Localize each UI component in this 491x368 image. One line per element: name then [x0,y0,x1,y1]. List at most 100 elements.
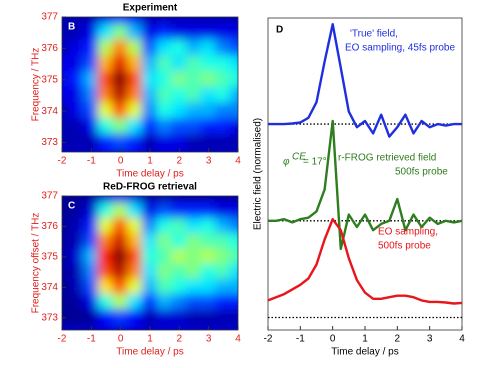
heatmap-cell [127,17,144,26]
heatmap-cell [97,263,115,281]
heatmap-cell [185,293,203,312]
heatmap-cell [141,278,159,296]
heatmap-cell [62,102,71,121]
heatmap-cell [185,86,203,105]
heatmap-cell [229,39,238,58]
x-tick-label: 4 [459,334,465,345]
x-tick-label: 0 [118,156,124,167]
heatmap-cell [171,309,188,327]
x-tick-label: 1 [362,334,368,345]
heatmap-cell [68,233,85,251]
heatmap-cell [141,118,159,136]
heatmap-cell [215,86,232,105]
x-tick-label: -2 [264,334,273,345]
heatmap-cell [141,102,159,121]
x-axis-label: Time delay / ps [116,169,183,180]
panel-title: ReD-FROG retrieval [103,182,197,193]
heatmap-cell [112,86,129,105]
heatmap-cell [127,263,144,281]
heatmap-cell [171,39,188,58]
heatmap-cell [141,86,159,105]
heatmap-cell [83,70,100,89]
heatmap-cell [156,309,173,327]
heatmap-cell [171,263,188,281]
heatmap-cell [156,39,173,58]
x-axis-label: Time delay / ps [331,347,398,358]
heatmap-cell [68,118,85,136]
heatmap-cell [200,309,217,327]
heatmap-cell [215,263,232,281]
heatmap-cell [215,102,232,121]
heatmap-cell [185,102,203,121]
heatmap-cell [127,39,144,58]
heatmap-cell [229,118,238,136]
heatmap-cell [171,202,188,220]
heatmap-cell [141,17,159,26]
heatmap-cell [156,248,173,266]
heatmap-cell [127,70,144,89]
heatmap-cell [68,293,85,312]
heatmap-cell [171,278,188,296]
heatmap-cell [127,102,144,121]
heatmap-cell [97,233,115,251]
heatmap-cell [62,217,71,236]
heatmap-cell [171,55,188,73]
heatmap-cell [229,102,238,121]
heatmap-cell [156,17,173,26]
heatmap-cell [156,102,173,121]
heatmap-cell [171,133,188,152]
heatmap-cell [185,217,203,236]
annotation: CE [292,152,306,163]
heatmap-cell [141,248,159,266]
heatmap-cell [62,263,71,281]
heatmap-cell [200,217,217,236]
heatmap-cell [68,248,85,266]
heatmap-cell [171,118,188,136]
x-tick-label: -1 [87,334,96,345]
heatmap-cell [62,86,71,105]
heatmap-cell [215,17,232,26]
heatmap-cell [83,55,100,73]
heatmap-cell [127,233,144,251]
heatmap-cell [229,133,238,152]
heatmap-cell [215,39,232,58]
heatmap-cell [156,118,173,136]
heatmap-cell [97,278,115,296]
heatmap-cell [62,55,71,73]
heatmap-cell [97,309,115,327]
annotation: 'True' field, [350,29,398,40]
heatmap-cell [141,293,159,312]
heatmap-cell [112,217,129,236]
y-tick-label: 377 [41,191,58,202]
y-tick-label: 373 [41,312,58,323]
y-axis-label: Frequency / THz [31,48,42,122]
x-tick-label: 0 [118,334,124,345]
x-tick-label: 2 [177,156,183,167]
heatmap-cell [185,23,203,42]
annotation: = 17° [303,157,327,168]
panel-label: D [276,25,283,36]
heatmap-cell [62,70,71,89]
heatmap-cell [127,23,144,42]
y-axis-label: Frequency offset / THz [31,213,42,314]
y-tick-label: 377 [41,12,58,23]
heatmap-cell [97,196,115,205]
x-tick-label: 2 [395,334,401,345]
heatmap-cell [215,217,232,236]
heatmap-cell [141,233,159,251]
annotation: r-FROG retrieved field [338,153,436,164]
heatmap-cell [215,202,232,220]
heatmap-clip [62,17,238,152]
heatmap-cell [200,248,217,266]
heatmap-cell [200,202,217,220]
heatmap-cell [185,248,203,266]
heatmap-cell [112,309,129,327]
heatmap-cell [127,86,144,105]
heatmap-cell [112,278,129,296]
x-tick-label: -1 [296,334,305,345]
heatmap-cell [97,86,115,105]
series-line [268,119,463,251]
heatmap-cell [62,233,71,251]
heatmap-cell [62,17,71,26]
